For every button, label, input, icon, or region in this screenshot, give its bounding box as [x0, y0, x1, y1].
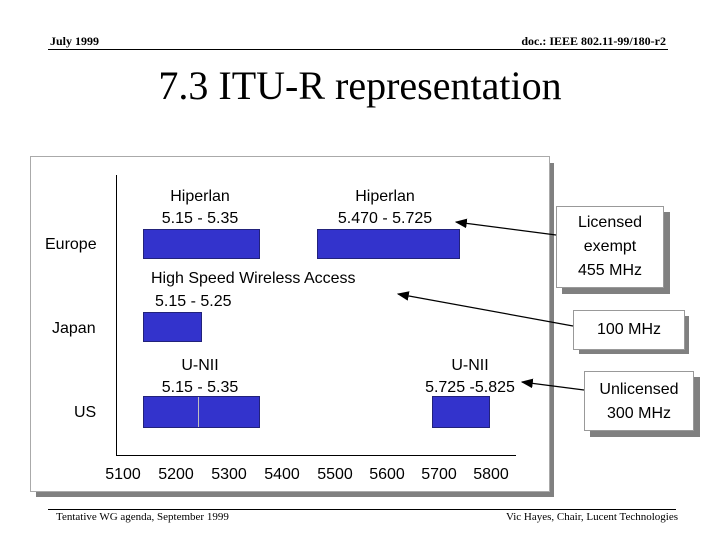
arrow-licensed-exempt: [454, 218, 557, 236]
band-label-japan-name: High Speed Wireless Access: [151, 270, 356, 287]
note-line: Licensed: [577, 214, 643, 231]
note-line: 455 MHz: [577, 262, 643, 279]
band-name: Hiperlan: [355, 188, 415, 205]
note-line: 300 MHz: [606, 405, 672, 422]
band-range: 5.725 -5.825: [425, 379, 515, 396]
x-tick-label: 5400: [264, 466, 300, 483]
footer-left-text: Tentative WG agenda, September 1999: [56, 511, 229, 523]
band-japan-hswa: [143, 312, 202, 342]
band-europe-hiperlan-2: [317, 229, 460, 259]
band-label-europe-2: Hiperlan 5.470 - 5.725: [320, 186, 450, 230]
region-label-europe: Europe: [45, 236, 97, 253]
x-tick-label: 5800: [473, 466, 509, 483]
header-doc-id: doc.: IEEE 802.11-99/180-r2: [521, 34, 666, 48]
band-us-unii-2: [432, 396, 490, 428]
band-us-unii-1-divider: [198, 397, 199, 427]
footer-right-text: Vic Hayes, Chair, Lucent Technologies: [505, 511, 678, 523]
band-range: 5.470 - 5.725: [337, 210, 433, 227]
y-axis: [116, 175, 117, 455]
footer-rule: [48, 509, 676, 510]
note-line: Unlicensed: [599, 381, 679, 398]
band-label-us-2: U-NII 5.725 -5.825: [410, 355, 530, 399]
region-label-us: US: [74, 404, 97, 421]
slide-title: 7.3 ITU-R representation: [158, 63, 562, 108]
band-europe-hiperlan-1: [143, 229, 260, 259]
band-name: Hiperlan: [170, 188, 230, 205]
arrow-100mhz: [396, 291, 574, 327]
x-tick-label: 5600: [369, 466, 405, 483]
header-date: July 1999: [50, 34, 100, 48]
x-axis: [116, 455, 516, 456]
x-tick-label: 5700: [421, 466, 457, 483]
hundred-mhz-note: 100 MHz: [573, 310, 685, 350]
x-tick-label: 5100: [105, 466, 141, 483]
x-tick-label: 5500: [317, 466, 353, 483]
licensed-exempt-note: Licensed exempt 455 MHz: [556, 206, 664, 288]
unlicensed-note: Unlicensed 300 MHz: [584, 371, 694, 431]
x-tick-label: 5200: [158, 466, 194, 483]
arrow-unlicensed: [520, 378, 585, 391]
band-us-unii-1: [143, 396, 260, 428]
band-name: U-NII: [451, 357, 489, 374]
band-label-us-1: U-NII 5.15 - 5.35: [140, 355, 260, 399]
band-label-europe-1: Hiperlan 5.15 - 5.35: [140, 186, 260, 230]
band-range: 5.15 - 5.35: [161, 379, 239, 396]
x-tick-label: 5300: [211, 466, 247, 483]
band-label-japan-range: 5.15 - 5.25: [155, 293, 232, 310]
note-line: exempt: [583, 238, 637, 255]
band-range: 5.15 - 5.35: [161, 210, 239, 227]
region-label-japan: Japan: [52, 320, 96, 337]
header-rule: [48, 49, 668, 50]
band-name: U-NII: [181, 357, 219, 374]
